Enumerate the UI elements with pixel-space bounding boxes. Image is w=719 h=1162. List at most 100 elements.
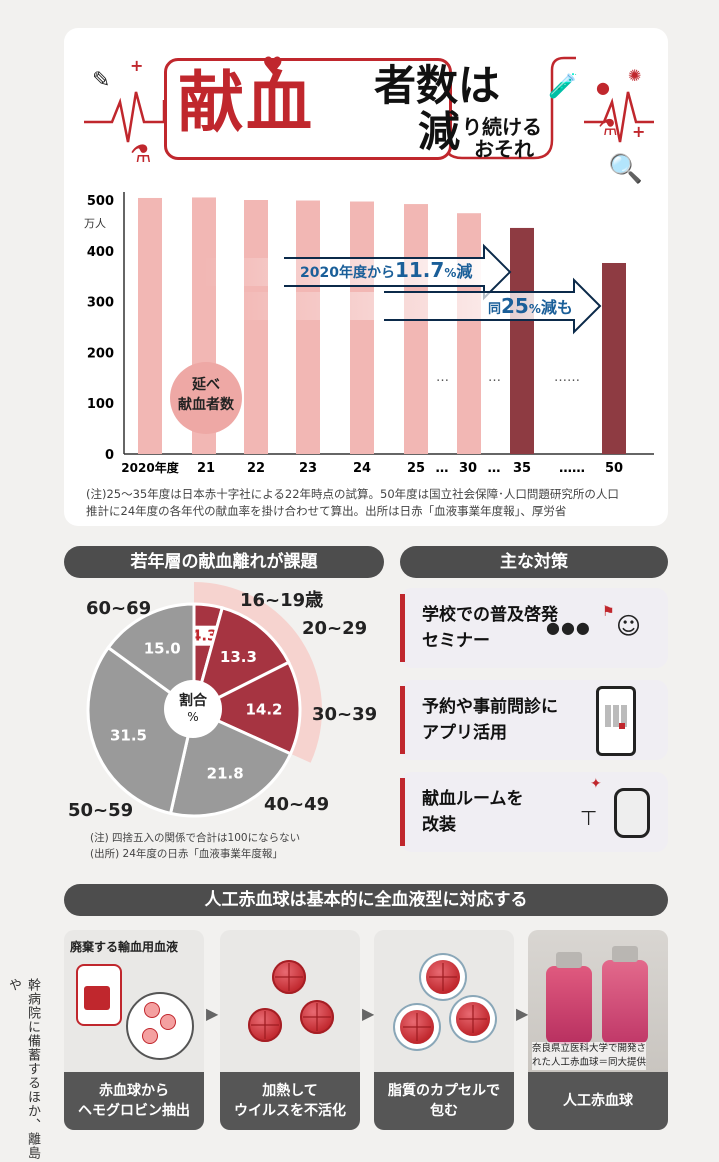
rbc-icon xyxy=(272,960,306,994)
pie-label-16-19: 16~19歳 xyxy=(240,590,324,611)
teacher-icon: ☺ xyxy=(616,612,642,640)
y-tick-label: 500 xyxy=(87,194,114,209)
pie-value-label: 4.3 xyxy=(191,627,218,645)
x-tick-label: 35 xyxy=(513,461,531,476)
y-unit: 万人 xyxy=(84,217,106,230)
plus-icon: + xyxy=(130,56,144,75)
step-extraction: 廃棄する輸血用血液 赤血球から ヘモグロビン抽出 xyxy=(64,930,204,1130)
capsule-rbc-icon xyxy=(426,960,460,994)
table-icon: ⊤ xyxy=(580,806,598,830)
pie-value-label: 31.5 xyxy=(110,727,147,745)
title-frame xyxy=(164,58,452,160)
bar-50 xyxy=(602,262,626,454)
title-sub1: 者数は xyxy=(374,61,501,110)
pie-note: (注) 四捨五入の関係で合計は100にならない (出所) 24年度の日赤「血液事… xyxy=(90,832,301,860)
pie-slice-30~39 xyxy=(190,660,302,756)
sparkle-icon: ✦ xyxy=(590,776,602,792)
syringe-icon: ✎ xyxy=(92,68,111,93)
y-tick-label: 100 xyxy=(87,397,114,412)
countermeasure-item-app: 予約や事前問診に アプリ活用 xyxy=(400,680,668,760)
y-tick-label: 400 xyxy=(87,245,114,260)
plus-icon-right: + xyxy=(632,122,646,141)
bar-35 xyxy=(510,227,534,454)
y-tick-label: 0 xyxy=(105,448,114,463)
x-tick-label: 25 xyxy=(407,461,425,476)
y-tick-label: 200 xyxy=(87,346,114,361)
arrow2-label: 同25%減も xyxy=(488,294,573,318)
bar-2020年度 xyxy=(138,197,162,454)
cell-icon xyxy=(160,1014,176,1030)
step-heating: 加熱して ウイルスを不活化 xyxy=(220,930,360,1130)
bar-23 xyxy=(296,200,320,454)
pie-slice-50~59 xyxy=(86,645,196,816)
pie-value-label: 21.8 xyxy=(207,765,244,783)
x-tick-label: …… xyxy=(559,461,585,476)
heart-icon: ♥ xyxy=(262,52,284,80)
step-arrow-icon: ▶ xyxy=(206,1004,219,1023)
y-tick-label: 300 xyxy=(87,296,114,311)
x-tick-label: 2020年度 xyxy=(121,460,179,475)
title-sub2: 減 xyxy=(418,107,461,156)
x-tick-label: 30 xyxy=(459,461,477,476)
x-tick-label: 50 xyxy=(605,461,623,476)
pie-label-60-69: 60~69 xyxy=(86,598,152,619)
rbc-icon xyxy=(300,1000,334,1034)
test-tube-icon: 🧪 xyxy=(548,72,578,100)
x-tick-label: … xyxy=(436,461,449,476)
seminar-icon: ●●● xyxy=(546,618,591,637)
step-capsule: 脂質のカプセルで 包む xyxy=(374,930,514,1130)
gap-dots-3: …… xyxy=(554,370,580,385)
rbc-icon xyxy=(248,1008,282,1042)
series-label-circle: 延べ 献血者数 xyxy=(170,362,242,434)
cell-icon xyxy=(142,1028,158,1044)
blood-bag-icon xyxy=(76,964,122,1026)
bar-25 xyxy=(404,204,428,454)
pie-header: 若年層の献血離れが課題 xyxy=(64,546,384,578)
pie-label-40-49: 40~49 xyxy=(264,794,330,815)
photo-caption: 奈良県立医科大学で開発さ れた人工赤血球＝同大提供 xyxy=(532,1042,647,1070)
chair-icon xyxy=(614,788,650,838)
side-article-text: 幹病院に備蓄するほか、離島や xyxy=(6,978,40,1160)
flask-icon: ⚗ xyxy=(130,140,152,168)
magnify-circle xyxy=(126,992,194,1060)
step-arrow-icon: ▶ xyxy=(362,1004,375,1023)
flask-icon-right: ⚗ xyxy=(598,116,618,141)
flag-icon: ⚑ xyxy=(602,604,615,620)
pie-label-30-39: 30~39 xyxy=(312,704,378,725)
x-tick-label: … xyxy=(488,461,501,476)
pie-label-50-59: 50~59 xyxy=(68,800,134,821)
countermeasures-header: 主な対策 xyxy=(400,546,668,578)
title-main: 献血 xyxy=(178,64,314,141)
arrow1-label: 2020年度から11.7%減 xyxy=(300,258,473,282)
gap-dots-2: … xyxy=(488,370,501,385)
step-arrow-icon: ▶ xyxy=(516,1004,529,1023)
x-tick-label: 22 xyxy=(247,461,265,476)
capsule-rbc-icon xyxy=(400,1010,434,1044)
drop-icon: ● xyxy=(596,78,610,97)
pie-label-20-29: 20~29 xyxy=(302,618,368,639)
pie-value-bg xyxy=(190,625,219,646)
artificial-header: 人工赤血球は基本的に全血液型に対応する xyxy=(64,884,668,916)
title-sub3: り続ける xyxy=(462,115,542,139)
step-result: 奈良県立医科大学で開発さ れた人工赤血球＝同大提供 人工赤血球 xyxy=(528,930,668,1130)
young-highlight-ring xyxy=(194,582,322,763)
x-tick-label: 21 xyxy=(197,461,215,476)
x-tick-label: 23 xyxy=(299,461,317,476)
countermeasure-item-seminar: 学校での普及啓発 セミナー ●●● ☺ ⚑ xyxy=(400,588,668,668)
gear-icon: ✺ xyxy=(628,66,642,85)
smartphone-icon xyxy=(596,686,636,756)
pie-slice-60~69 xyxy=(106,602,196,713)
capsule-rbc-icon xyxy=(456,1002,490,1036)
bar-chart-note: (注)25～35年度は日本赤十字社による22年時点の試算。50年度は国立社会保障… xyxy=(86,487,619,518)
pie-value-label: 14.2 xyxy=(245,701,282,719)
x-tick-label: 24 xyxy=(353,461,371,476)
bar-22 xyxy=(244,200,268,454)
cell-icon xyxy=(144,1002,160,1018)
pie-value-label: 15.0 xyxy=(144,640,181,658)
bar-24 xyxy=(350,201,374,454)
countermeasure-item-room: 献血ルームを 改装 ⊤ ✦ xyxy=(400,772,668,852)
blood-bag-label: 廃棄する輸血用血液 xyxy=(70,940,179,954)
pie-value-label: 13.3 xyxy=(220,648,257,666)
gap-dots-1: … xyxy=(436,370,449,385)
magnifier-icon: 🔍 xyxy=(608,152,643,185)
